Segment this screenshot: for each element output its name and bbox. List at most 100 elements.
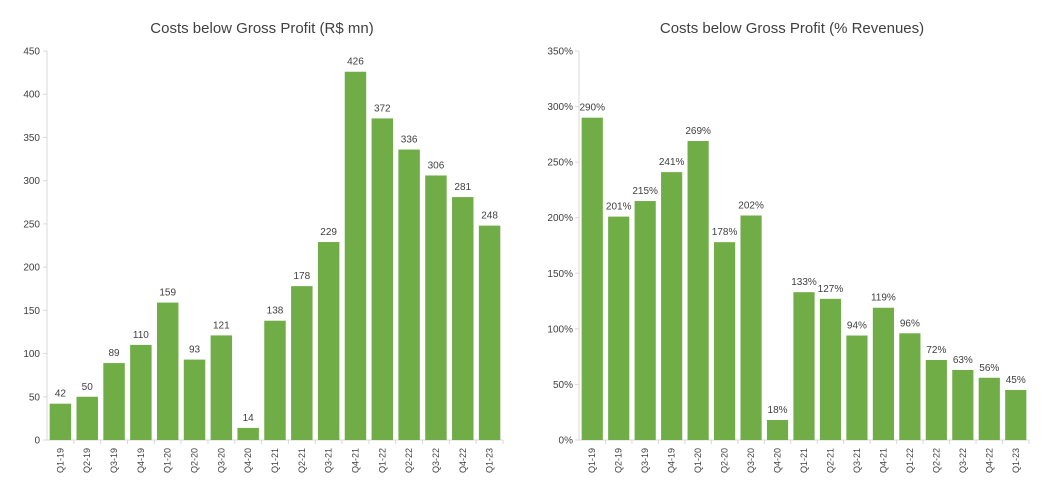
left-x-tick-label: Q2-20 [190,448,200,473]
left-y-tick-label: 100 [23,349,40,360]
left-y-tick-label: 50 [29,392,41,403]
right-x-tick-label: Q2-20 [720,448,730,473]
right-data-label: 290% [579,103,605,114]
left-bar [264,320,286,440]
right-bar [608,216,630,440]
left-x-tick-label: Q2-21 [297,448,307,473]
right-y-tick-label: 200% [547,213,573,224]
left-bar [183,359,206,440]
right-data-label: 63% [953,355,973,366]
left-bar [103,363,125,440]
right-bar [740,215,762,440]
left-bar [425,175,447,441]
right-data-label: 178% [712,227,738,238]
right-bar [687,141,709,441]
left-bar [317,242,340,440]
right-x-tick-label: Q1-21 [799,448,809,473]
left-data-label: 110 [133,330,149,341]
left-x-tick-label: Q4-19 [136,448,146,473]
right-bar [952,369,974,440]
left-data-label: 159 [159,288,176,299]
chart-left: Costs below Gross Profit (R$ mn) 0 50 100 15… [0,0,525,497]
left-x-tick-label: Q1-19 [55,448,65,473]
right-x-tick-label: Q2-21 [825,448,835,473]
left-bar [371,118,394,440]
right-data-label: 72% [926,345,946,356]
left-data-label: 121 [213,320,230,331]
right-y-tick-label: 0% [559,436,574,447]
chart-right-svg: Costs below Gross Profit (% Revenues) 0% 5… [547,20,1030,473]
right-y-tick-label: 100% [547,324,573,335]
chart-left-svg: Costs below Gross Profit (R$ mn) 0 50 100 15… [23,20,504,473]
left-bar [237,427,259,440]
left-x-tick-label: Q2-19 [82,448,92,473]
left-x-tick-label: Q1-21 [270,448,280,473]
left-data-label: 372 [374,103,391,114]
left-y-tick-label: 450 [23,47,40,58]
left-bar [76,396,98,440]
left-bar [156,302,179,440]
right-x-tick-label: Q2-22 [931,448,941,473]
left-y-tick-label: 0 [34,436,40,447]
right-bar [846,335,868,440]
left-bar [130,344,152,440]
right-bar [634,201,656,440]
right-y-tick-label: 150% [547,269,573,280]
left-data-label: 93 [189,345,201,356]
right-bar [819,298,842,440]
right-data-label: 215% [632,186,658,197]
left-x-tick-label: Q4-22 [458,448,468,473]
right-data-label: 241% [659,157,685,168]
right-data-label: 201% [606,202,632,213]
right-x-tick-label: Q3-22 [958,448,968,473]
left-data-label: 42 [55,389,67,400]
left-bar [210,335,233,440]
left-data-label: 178 [293,271,310,282]
left-chart-title: Costs below Gross Profit (R$ mn) [150,20,373,37]
left-x-tick-label: Q1-22 [377,448,387,473]
right-x-tick-label: Q4-21 [878,448,888,473]
left-bar [291,286,313,440]
chart-right: Costs below Gross Profit (% Revenues) 0% 5… [526,0,1051,497]
left-y-tick-label: 150 [23,306,40,317]
right-x-tick-label: Q3-20 [746,448,756,473]
left-data-label: 50 [82,382,94,393]
left-data-label: 306 [428,160,445,171]
left-bar [344,71,367,440]
right-data-label: 96% [900,318,920,329]
right-x-tick-label: Q1-20 [693,448,703,473]
right-y-tick-label: 350% [547,47,573,58]
right-bar [899,333,921,440]
left-data-label: 336 [401,135,418,146]
right-x-tick-label: Q4-19 [667,448,677,473]
left-x-tick-label: Q3-22 [431,448,441,473]
right-x-tick-label: Q4-22 [984,448,994,473]
right-data-label: 269% [685,126,711,137]
right-data-label: 202% [738,200,764,211]
left-x-tick-label: Q3-19 [109,448,119,473]
right-y-tick-label: 250% [547,158,573,169]
left-x-tick-label: Q3-20 [216,448,226,473]
left-data-label: 14 [243,413,255,424]
right-bar [714,242,736,440]
left-bar [452,197,474,440]
right-chart-title: Costs below Gross Profit (% Revenues) [660,20,924,37]
left-y-tick-label: 200 [23,263,40,274]
right-x-tick-label: Q1-23 [1011,448,1021,473]
left-bar [49,403,72,440]
left-data-label: 426 [347,57,364,68]
left-bar [398,149,420,440]
right-bar [872,307,894,440]
right-data-label: 18% [768,405,788,416]
right-x-tick-label: Q3-19 [640,448,650,473]
left-data-label: 229 [320,227,337,238]
right-data-label: 119% [871,293,896,304]
left-y-tick-label: 400 [23,90,40,101]
right-data-label: 133% [791,277,817,288]
right-y-tick-label: 50% [553,380,573,391]
right-x-tick-label: Q1-22 [905,448,915,473]
right-bar [661,172,683,440]
right-bar [766,419,789,440]
left-bar [478,225,501,440]
right-bar [978,377,1000,440]
